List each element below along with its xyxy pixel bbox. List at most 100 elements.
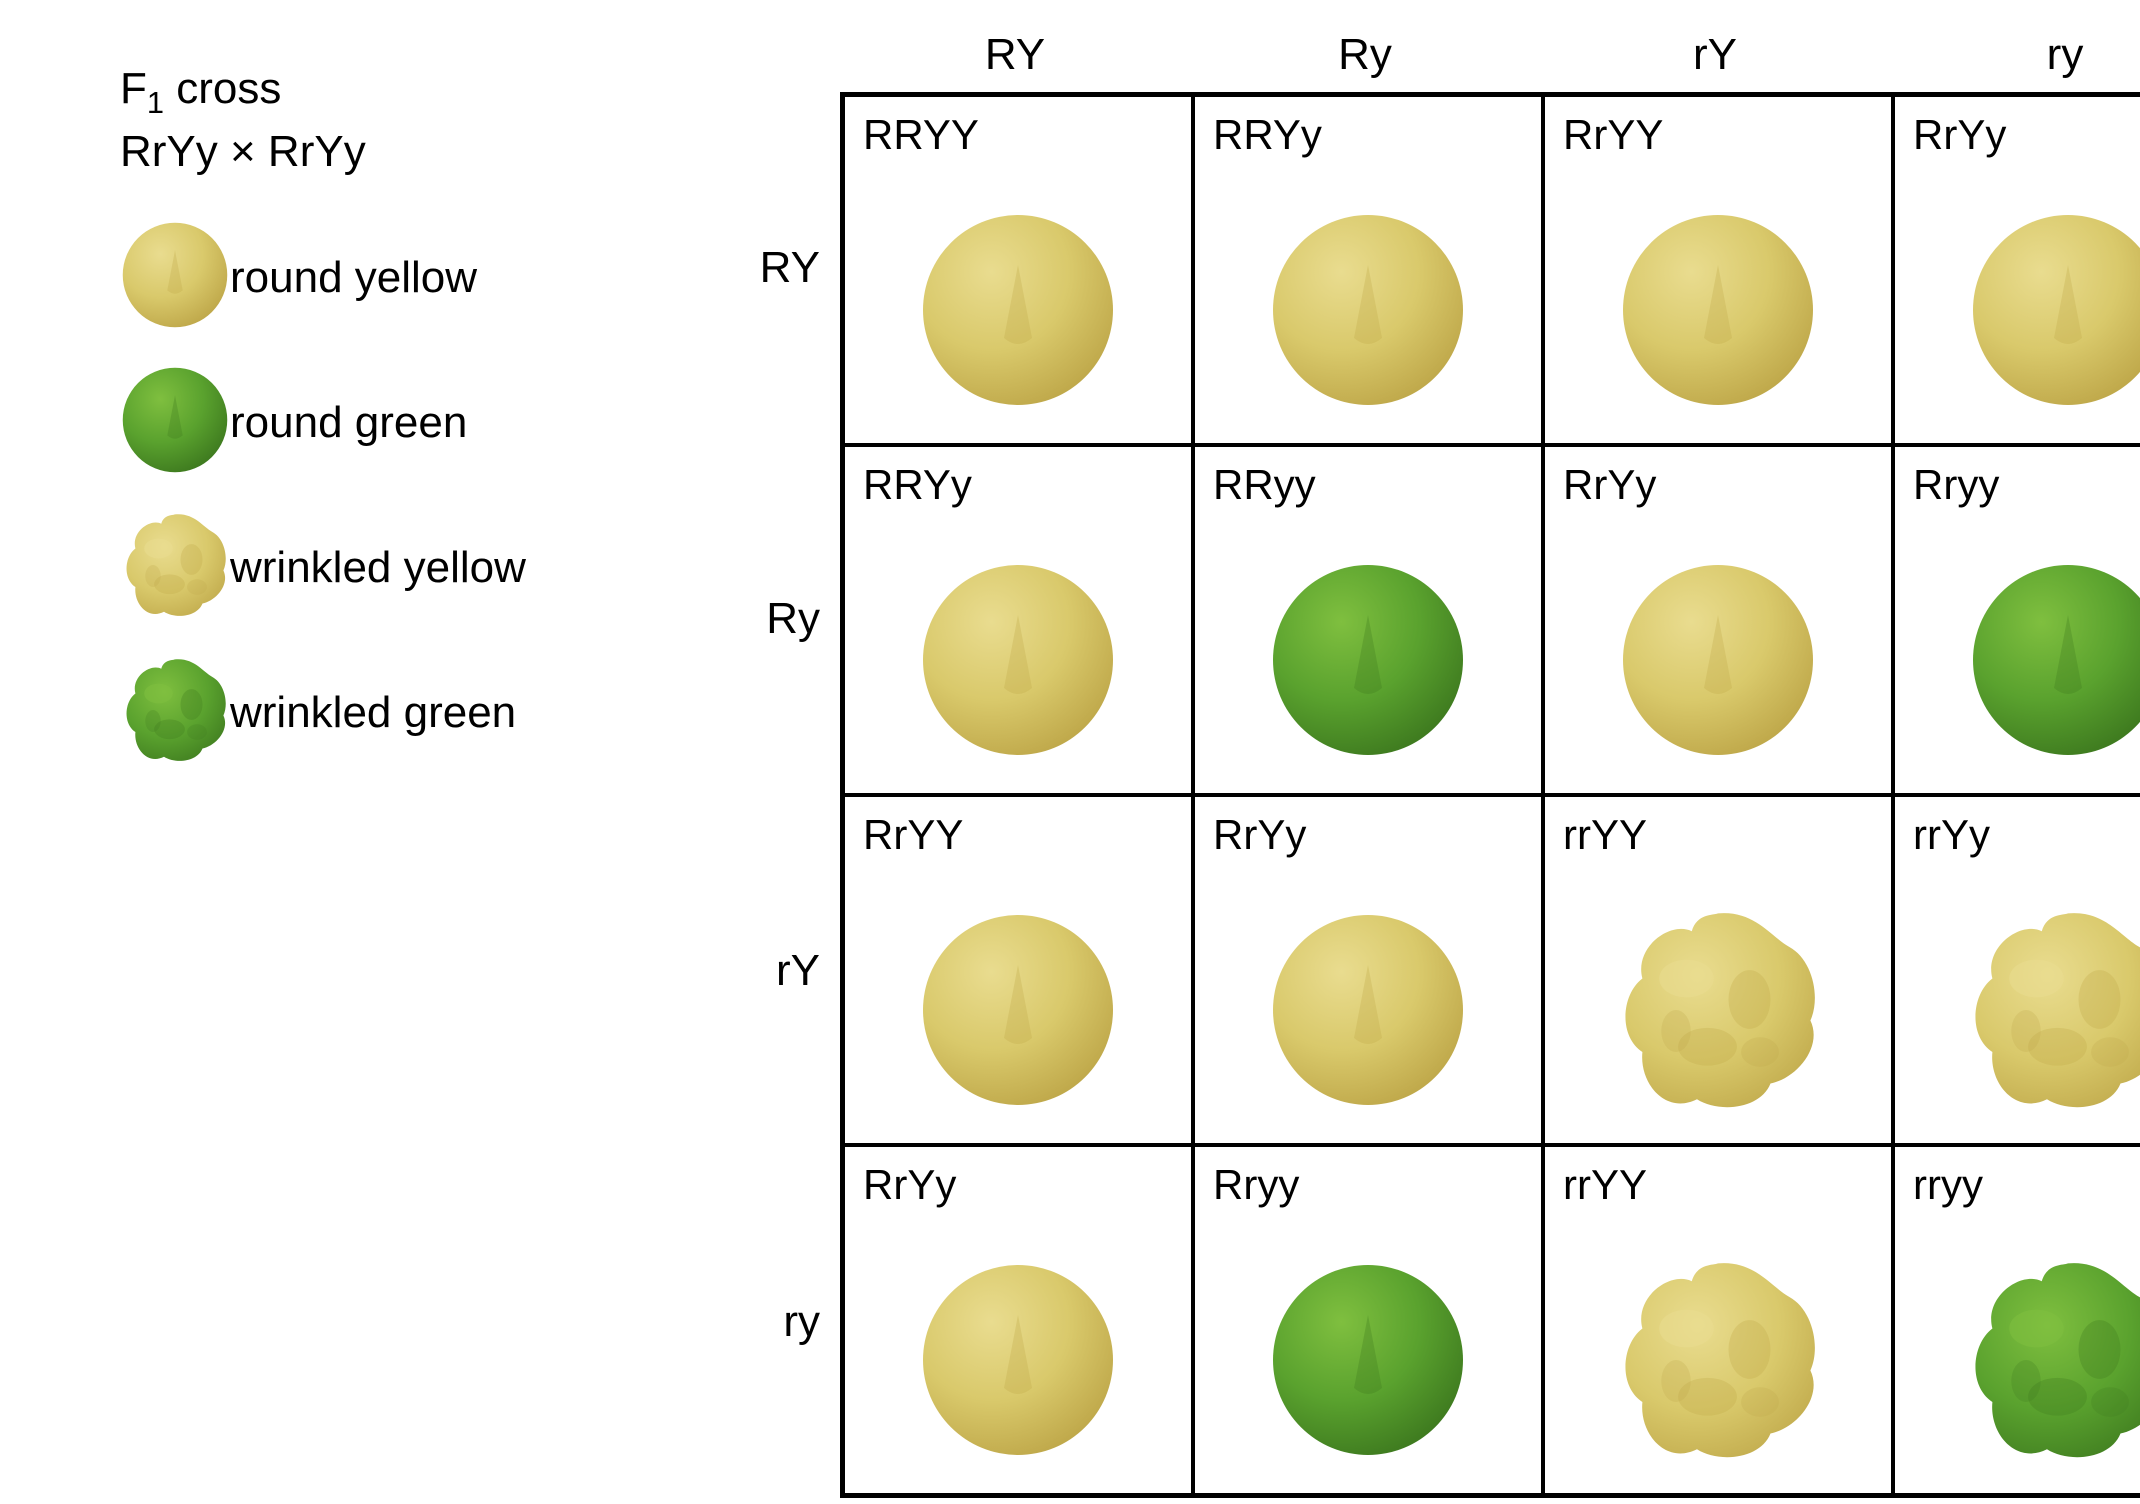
punnett-cells: RRYY RRYy RrYY RrYy RRYy — [840, 92, 2140, 1498]
legend-item-label: wrinkled green — [230, 688, 516, 738]
punnett-cell: RrYy — [1543, 445, 1893, 795]
genotype-label: rrYy — [1913, 811, 1990, 859]
punnett-cell: Rryy — [1893, 445, 2140, 795]
legend-title-line1: F1 cross — [120, 64, 281, 113]
cross-word: cross — [164, 64, 281, 113]
pea-round-icon — [1268, 560, 1468, 760]
pea-icon — [845, 177, 1191, 443]
pea-icon — [1545, 177, 1891, 443]
punnett-cell: RRYy — [1193, 95, 1543, 445]
punnett-cell: RRYY — [843, 95, 1193, 445]
genotype-label: rryy — [1913, 1161, 1983, 1209]
genotype-label: RRYy — [863, 461, 972, 509]
pea-wrinkled-icon — [1613, 905, 1823, 1115]
punnett-cell: Rryy — [1193, 1145, 1543, 1495]
punnett-cell: RRyy — [1193, 445, 1543, 795]
pea-icon — [1895, 177, 2140, 443]
punnett-row: RrYY RrYy rrYY rrYy — [843, 795, 2140, 1145]
f-subscript: 1 — [147, 85, 164, 120]
pea-round-icon — [1268, 210, 1468, 410]
punnett-row: RRYy RRyy RrYy Rryy — [843, 445, 2140, 795]
pea-round-icon — [1968, 210, 2140, 410]
pea-round-icon — [1268, 1260, 1468, 1460]
legend-item: wrinkled green — [120, 655, 640, 770]
pea-wrinkled-icon — [120, 510, 230, 620]
pea-round-icon — [1618, 560, 1818, 760]
punnett-cell: RrYy — [1893, 95, 2140, 445]
column-header: RY — [840, 30, 1190, 92]
pea-icon — [1545, 1227, 1891, 1493]
pea-icon — [1195, 1227, 1541, 1493]
pea-icon — [1895, 1227, 2140, 1493]
row-header: ry — [740, 1147, 840, 1497]
genotype-label: rrYY — [1563, 1161, 1647, 1209]
genotype-label: RrYY — [1563, 111, 1663, 159]
pea-wrinkled-icon — [1963, 1255, 2140, 1465]
legend-pea-icon — [120, 510, 230, 625]
legend-title-line2: RrYy × RrYy — [120, 127, 366, 176]
genotype-label: rrYY — [1563, 811, 1647, 859]
genotype-label: RrYy — [1913, 111, 2006, 159]
genotype-label: RRYY — [863, 111, 979, 159]
pea-icon — [845, 1227, 1191, 1493]
legend-title: F1 cross RrYy × RrYy — [120, 60, 640, 180]
genotype-label: RrYy — [1563, 461, 1656, 509]
f-letter: F — [120, 64, 147, 113]
column-header: rY — [1540, 30, 1890, 92]
punnett-cell: RrYy — [1193, 795, 1543, 1145]
legend-item: round yellow — [120, 220, 640, 335]
punnett-row: RRYY RRYy RrYY RrYy — [843, 95, 2140, 445]
pea-wrinkled-icon — [120, 655, 230, 765]
column-headers: RYRyrYry — [840, 30, 2140, 92]
legend: F1 cross RrYy × RrYy round yellow round … — [120, 60, 640, 800]
pea-round-icon — [120, 365, 230, 475]
column-header: Ry — [1190, 30, 1540, 92]
pea-icon — [1195, 177, 1541, 443]
pea-round-icon — [1268, 910, 1468, 1110]
dihybrid-punnett-figure: F1 cross RrYy × RrYy round yellow round … — [0, 0, 2140, 1504]
row-header: Ry — [740, 444, 840, 794]
legend-item: wrinkled yellow — [120, 510, 640, 625]
pea-icon — [1895, 527, 2140, 793]
pea-round-icon — [918, 1260, 1118, 1460]
row-header: RY — [740, 93, 840, 443]
pea-round-icon — [1968, 560, 2140, 760]
legend-pea-icon — [120, 655, 230, 770]
pea-round-icon — [120, 220, 230, 330]
pea-wrinkled-icon — [1613, 1255, 1823, 1465]
pea-wrinkled-icon — [1963, 905, 2140, 1115]
column-header: ry — [1890, 30, 2140, 92]
punnett-cell: RRYy — [843, 445, 1193, 795]
pea-icon — [845, 877, 1191, 1143]
pea-icon — [1545, 527, 1891, 793]
punnett-cell: rryy — [1893, 1145, 2140, 1495]
row-header: rY — [740, 796, 840, 1146]
row-headers: RYRyrYry — [740, 92, 840, 1498]
genotype-label: RRyy — [1213, 461, 1316, 509]
legend-item-label: round green — [230, 398, 467, 448]
punnett-cell: RrYy — [843, 1145, 1193, 1495]
genotype-label: Rryy — [1913, 461, 1999, 509]
pea-icon — [1195, 527, 1541, 793]
legend-item-label: round yellow — [230, 253, 477, 303]
genotype-label: RrYy — [863, 1161, 956, 1209]
punnett-cell: rrYY — [1543, 1145, 1893, 1495]
pea-round-icon — [918, 560, 1118, 760]
pea-icon — [1545, 877, 1891, 1143]
pea-round-icon — [1618, 210, 1818, 410]
punnett-square: RYRyrYry RYRyrYry RRYY RRYy RrYY RrYy — [740, 30, 2140, 1498]
pea-icon — [845, 527, 1191, 793]
genotype-label: RRYy — [1213, 111, 1322, 159]
punnett-cell: rrYY — [1543, 795, 1893, 1145]
pea-icon — [1895, 877, 2140, 1143]
pea-round-icon — [918, 210, 1118, 410]
pea-round-icon — [918, 910, 1118, 1110]
punnett-cell: RrYY — [843, 795, 1193, 1145]
genotype-label: RrYy — [1213, 811, 1306, 859]
legend-pea-icon — [120, 365, 230, 480]
pea-icon — [1195, 877, 1541, 1143]
legend-item-label: wrinkled yellow — [230, 543, 526, 593]
punnett-cell: RrYY — [1543, 95, 1893, 445]
punnett-cell: rrYy — [1893, 795, 2140, 1145]
legend-pea-icon — [120, 220, 230, 335]
